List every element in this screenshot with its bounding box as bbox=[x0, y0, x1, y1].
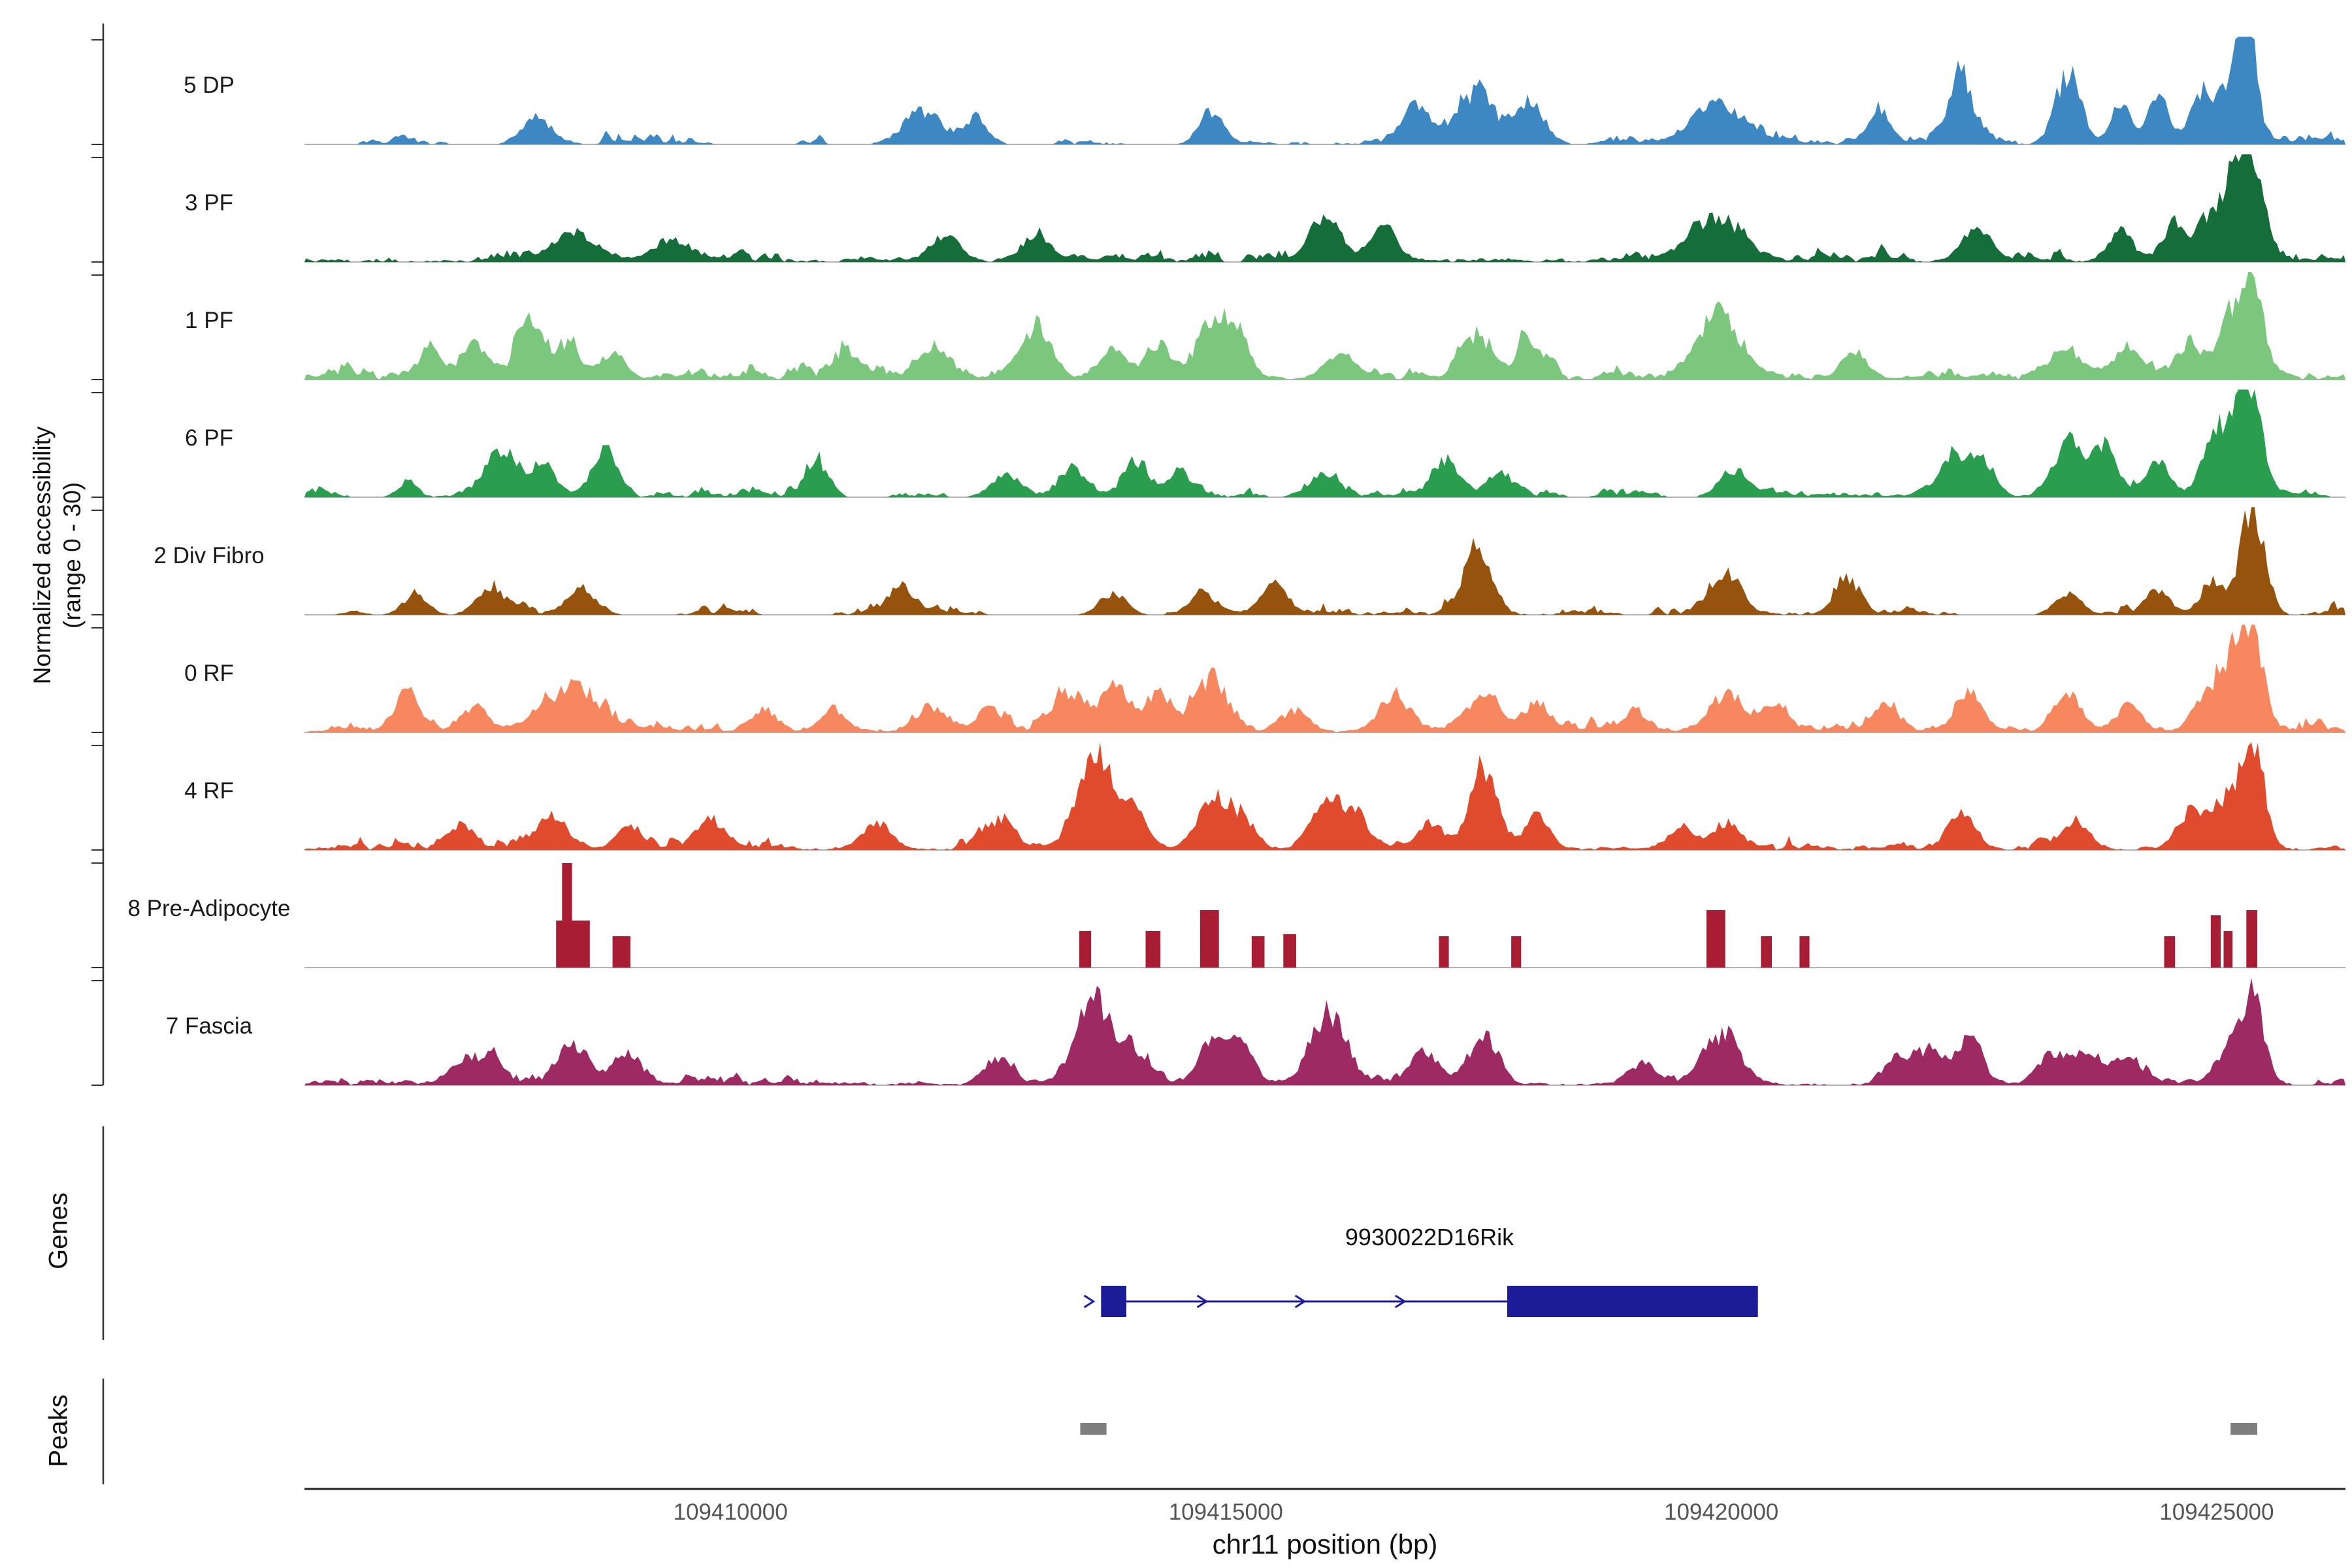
track-signal-4-rf bbox=[304, 742, 2345, 850]
track-label-1-pf: 1 PF bbox=[185, 308, 233, 333]
signal-block-8-pre-adipocyte bbox=[1283, 934, 1296, 968]
gene-direction-arrow bbox=[1294, 1294, 1307, 1309]
gene-exon bbox=[1507, 1286, 1758, 1317]
signal-block-8-pre-adipocyte bbox=[1251, 936, 1265, 968]
signal-block-8-pre-adipocyte bbox=[2210, 915, 2221, 968]
gene-direction-arrow bbox=[1394, 1294, 1407, 1309]
signal-block-8-pre-adipocyte bbox=[1799, 936, 1810, 968]
signal-block-8-pre-adipocyte bbox=[1079, 931, 1092, 968]
gene-exon bbox=[1101, 1286, 1126, 1317]
track-label-2-div-fibro: 2 Div Fibro bbox=[154, 543, 265, 568]
track-signal-7-fascia bbox=[304, 977, 2345, 1085]
x-axis-tick-label: 109415000 bbox=[1169, 1499, 1283, 1525]
signal-block-8-pre-adipocyte bbox=[1439, 936, 1449, 968]
x-axis-title: chr11 position (bp) bbox=[1212, 1529, 1438, 1560]
track-signal-0-rf bbox=[304, 625, 2345, 732]
signal-block-8-pre-adipocyte bbox=[1200, 910, 1219, 968]
signal-block-8-pre-adipocyte bbox=[2223, 931, 2233, 968]
signal-block-8-pre-adipocyte bbox=[1511, 936, 1522, 968]
signal-block-8-pre-adipocyte bbox=[1145, 931, 1161, 968]
track-signal-6-pf bbox=[304, 389, 2345, 497]
peak-region bbox=[2230, 1423, 2257, 1435]
x-axis-tick-label: 109410000 bbox=[673, 1499, 787, 1525]
peak-region bbox=[1080, 1423, 1107, 1435]
signal-block-8-pre-adipocyte bbox=[1706, 910, 1725, 968]
x-axis-tick-label: 109420000 bbox=[1664, 1499, 1778, 1525]
track-label-0-rf: 0 RF bbox=[184, 661, 234, 686]
track-signal-5-dp bbox=[304, 37, 2345, 145]
track-label-4-rf: 4 RF bbox=[184, 778, 234, 804]
gene-direction-arrow bbox=[1196, 1294, 1209, 1309]
track-signal-2-div-fibro bbox=[304, 507, 2345, 615]
track-label-5-dp: 5 DP bbox=[184, 73, 235, 98]
track-signal-3-pf bbox=[304, 154, 2345, 262]
signal-block-8-pre-adipocyte bbox=[612, 936, 630, 968]
track-signal-1-pf bbox=[304, 272, 2345, 380]
gene-label: 9930022D16Rik bbox=[1345, 1224, 1514, 1250]
gene-direction-arrow bbox=[1083, 1294, 1096, 1309]
x-axis-tick-label: 109425000 bbox=[2159, 1499, 2274, 1525]
signal-block-8-pre-adipocyte bbox=[2164, 936, 2176, 968]
signal-block-8-pre-adipocyte bbox=[2246, 910, 2257, 968]
signal-block-8-pre-adipocyte bbox=[1761, 936, 1772, 968]
signal-block-8-pre-adipocyte bbox=[562, 863, 572, 968]
signal-block-8-pre-adipocyte bbox=[556, 921, 590, 968]
track-label-3-pf: 3 PF bbox=[185, 190, 233, 216]
track-label-6-pf: 6 PF bbox=[185, 425, 233, 451]
track-label-8-pre-adipocyte: 8 Pre-Adipocyte bbox=[127, 896, 291, 921]
track-label-7-fascia: 7 Fascia bbox=[165, 1013, 253, 1039]
